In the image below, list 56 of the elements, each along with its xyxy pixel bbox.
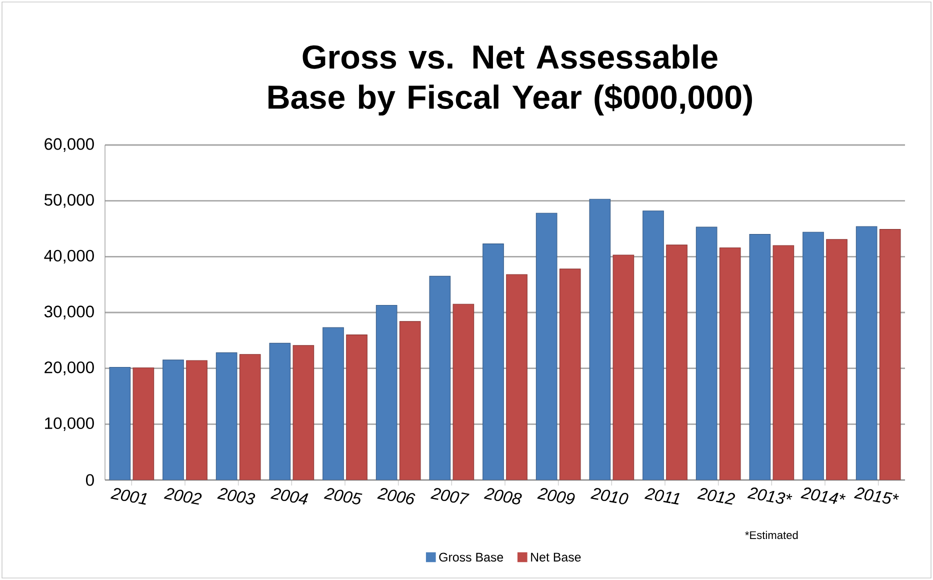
x-tick-label: 2003 [217,488,256,504]
bar [429,276,451,480]
y-tick-label: 50,000 [44,194,94,208]
legend-label: Gross Base [439,552,504,562]
y-tick-label: 40,000 [44,250,94,264]
bar [772,245,794,480]
bar [696,226,718,480]
x-tick-label: 2011 [644,488,680,505]
y-tick-label: 20,000 [44,361,94,376]
bar [216,352,238,480]
bar [162,360,184,480]
chart-title: Gross vs. Net Assessable Base by Fiscal Year ($000,000) [268,44,752,116]
x-tick-label: 2012 [697,488,735,505]
x-tick-label: 2010 [590,488,628,504]
bar [292,345,314,480]
legend-label: Net Base [531,552,581,562]
bar [559,268,581,480]
bar [642,210,664,480]
bar [749,234,771,480]
x-tick-label: 2007 [430,488,470,504]
x-tick-label: 2014* [800,487,846,504]
bar [399,321,421,480]
x-tick-label: 2005 [324,488,362,504]
x-tick-label: 2008 [484,488,522,504]
bar [506,274,528,480]
bar [132,367,154,480]
bar [666,244,688,480]
bar [612,254,634,480]
x-tick-label: 2006 [377,488,416,504]
bar [589,198,611,480]
bar [879,229,901,480]
x-tick-label: 2015* [854,487,899,504]
y-tick-label: 10,000 [45,417,94,432]
x-tick-label: 2002 [164,488,202,505]
y-tick-label: 0 [86,474,94,486]
bar [109,366,131,480]
bar [536,212,558,480]
y-tick-label: 30,000 [44,306,94,320]
bar [802,232,824,480]
bar [346,334,368,480]
bar [186,360,208,480]
bar [269,342,291,480]
x-tick-label: 2001 [110,488,147,505]
x-tick-label: 2009 [537,488,575,504]
x-tick-label: 2013* [747,487,792,504]
bar [322,327,344,480]
bar [856,226,878,480]
bar [826,239,848,480]
bar [376,304,398,480]
bar [482,244,504,480]
text: *Estimated [745,530,798,540]
bar [719,247,741,480]
x-tick-label: 2004 [270,488,308,504]
y-tick-label: 60,000 [44,138,94,152]
bar [239,354,261,480]
bar [452,304,474,480]
